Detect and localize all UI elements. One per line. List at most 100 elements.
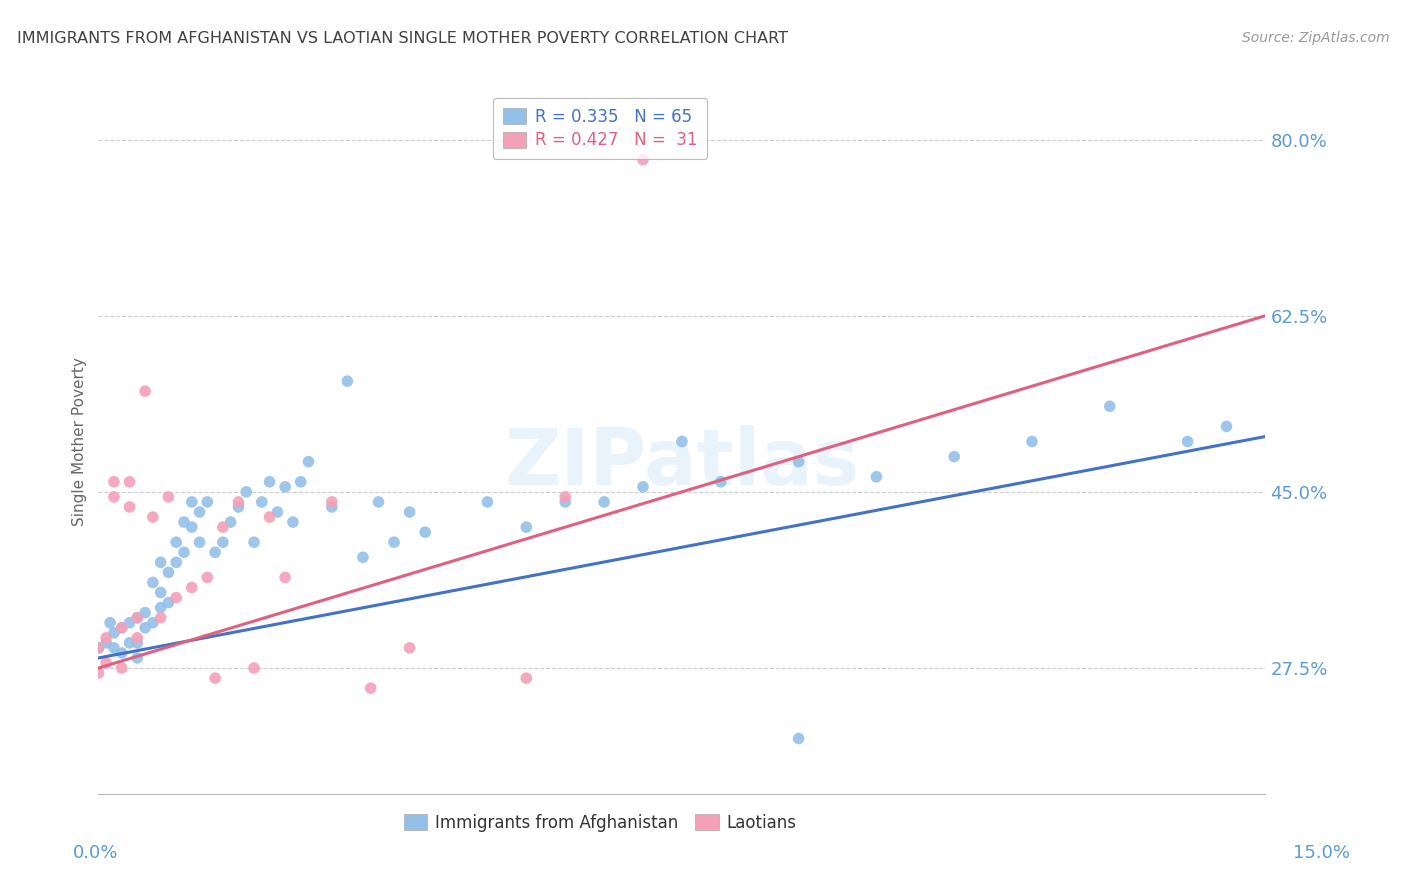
Point <box>188 535 211 549</box>
Point <box>290 475 312 489</box>
Point <box>180 581 202 595</box>
Point <box>219 515 242 529</box>
Point <box>398 505 420 519</box>
Point <box>631 153 654 167</box>
Point <box>554 495 576 509</box>
Point <box>134 384 156 399</box>
Point <box>87 666 110 681</box>
Legend: Immigrants from Afghanistan, Laotians: Immigrants from Afghanistan, Laotians <box>396 807 803 838</box>
Point <box>103 490 125 504</box>
Point <box>671 434 693 449</box>
Text: ZIPatlas: ZIPatlas <box>505 425 859 500</box>
Point <box>787 731 810 746</box>
Point <box>149 610 172 624</box>
Point <box>250 495 273 509</box>
Point <box>96 631 118 645</box>
Point <box>103 625 125 640</box>
Point <box>212 535 235 549</box>
Point <box>165 535 187 549</box>
Point <box>157 490 180 504</box>
Point <box>111 621 134 635</box>
Point <box>243 661 266 675</box>
Point <box>180 520 202 534</box>
Point <box>165 555 187 569</box>
Point <box>787 455 810 469</box>
Point <box>321 500 343 514</box>
Point <box>142 615 165 630</box>
Point <box>228 495 250 509</box>
Point <box>593 495 616 509</box>
Point <box>118 636 141 650</box>
Point <box>259 510 281 524</box>
Point <box>710 475 733 489</box>
Y-axis label: Single Mother Poverty: Single Mother Poverty <box>72 357 87 526</box>
Point <box>1098 400 1121 414</box>
Point <box>127 651 149 665</box>
Point <box>157 596 180 610</box>
Point <box>149 600 172 615</box>
Point <box>382 535 405 549</box>
Point <box>96 656 118 670</box>
Point <box>87 640 110 655</box>
Point <box>367 495 389 509</box>
Point <box>98 615 121 630</box>
Point <box>157 566 180 580</box>
Point <box>360 681 382 696</box>
Point <box>173 515 195 529</box>
Point <box>103 640 125 655</box>
Point <box>212 520 235 534</box>
Point <box>127 631 149 645</box>
Point <box>142 575 165 590</box>
Point <box>118 500 141 514</box>
Point <box>111 621 134 635</box>
Point <box>243 535 266 549</box>
Point <box>281 515 304 529</box>
Point <box>142 510 165 524</box>
Point <box>336 374 359 388</box>
Point <box>398 640 420 655</box>
Point <box>134 606 156 620</box>
Point <box>118 615 141 630</box>
Point <box>259 475 281 489</box>
Point <box>228 500 250 514</box>
Point <box>515 520 537 534</box>
Point <box>865 469 887 483</box>
Point <box>149 585 172 599</box>
Point <box>413 525 436 540</box>
Point <box>321 495 343 509</box>
Text: 0.0%: 0.0% <box>73 844 118 862</box>
Point <box>188 505 211 519</box>
Point <box>87 640 110 655</box>
Point <box>111 661 134 675</box>
Point <box>173 545 195 559</box>
Point <box>195 495 218 509</box>
Point <box>118 475 141 489</box>
Point <box>631 480 654 494</box>
Point <box>127 610 149 624</box>
Point <box>111 646 134 660</box>
Point <box>274 480 297 494</box>
Point <box>134 621 156 635</box>
Point <box>195 570 218 584</box>
Point <box>1215 419 1237 434</box>
Point <box>1177 434 1199 449</box>
Text: IMMIGRANTS FROM AFGHANISTAN VS LAOTIAN SINGLE MOTHER POVERTY CORRELATION CHART: IMMIGRANTS FROM AFGHANISTAN VS LAOTIAN S… <box>17 31 787 46</box>
Point <box>274 570 297 584</box>
Point <box>554 490 576 504</box>
Point <box>943 450 966 464</box>
Text: 15.0%: 15.0% <box>1294 844 1350 862</box>
Point <box>96 636 118 650</box>
Point <box>477 495 499 509</box>
Text: Source: ZipAtlas.com: Source: ZipAtlas.com <box>1241 31 1389 45</box>
Point <box>180 495 202 509</box>
Point <box>165 591 187 605</box>
Point <box>204 545 226 559</box>
Point <box>235 484 257 499</box>
Point <box>266 505 288 519</box>
Point <box>1021 434 1043 449</box>
Point <box>352 550 374 565</box>
Point <box>515 671 537 685</box>
Point <box>127 636 149 650</box>
Point <box>127 610 149 624</box>
Point <box>204 671 226 685</box>
